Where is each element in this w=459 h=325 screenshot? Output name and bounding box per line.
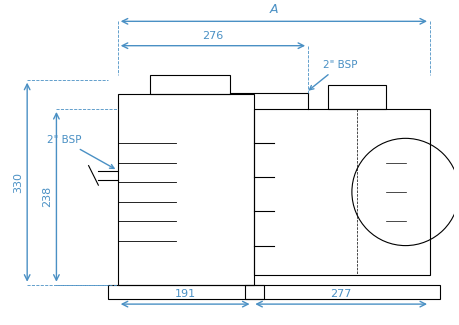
Text: A: A [269, 4, 278, 17]
Text: 277: 277 [330, 289, 351, 299]
Text: 276: 276 [202, 31, 223, 41]
Text: 330: 330 [13, 172, 23, 193]
Text: 238: 238 [42, 186, 52, 207]
Text: 2" BSP: 2" BSP [309, 60, 356, 90]
Text: 2" BSP: 2" BSP [46, 135, 114, 168]
Text: 191: 191 [174, 289, 195, 299]
